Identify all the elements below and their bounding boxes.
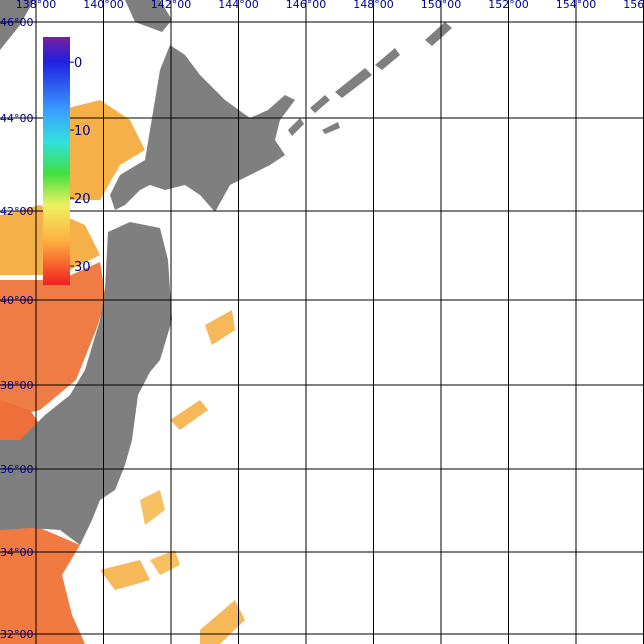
lon-label: 150°00 [421,0,462,11]
lon-label: 138°00 [16,0,57,11]
lon-label: 146°00 [286,0,327,11]
colorbar-label: 20 [74,192,91,207]
lon-label: 144°00 [218,0,259,11]
lat-label: 34°00 [0,546,34,559]
colorbar-ramp [43,37,70,285]
lat-label: 46°00 [0,16,34,29]
lat-label: 42°00 [0,205,34,218]
colorbar-label: 30 [74,260,91,275]
lat-label: 44°00 [0,112,34,125]
colorbar: 0 10 20 30 [43,37,91,285]
lat-label: 40°00 [0,294,34,307]
colorbar-label: 0 [74,56,82,71]
lon-label: 156°00 [623,0,644,11]
lon-label: 154°00 [556,0,597,11]
sea-temperature [0,100,245,644]
lon-label: 152°00 [488,0,529,11]
lat-label: 36°00 [0,463,34,476]
colorbar-label: 10 [74,124,91,139]
lon-label: 148°00 [353,0,394,11]
lat-label: 32°00 [0,628,34,641]
lon-label: 142°00 [151,0,192,11]
lon-label: 140°00 [83,0,124,11]
land [0,0,452,545]
lat-label: 38°00 [0,379,34,392]
